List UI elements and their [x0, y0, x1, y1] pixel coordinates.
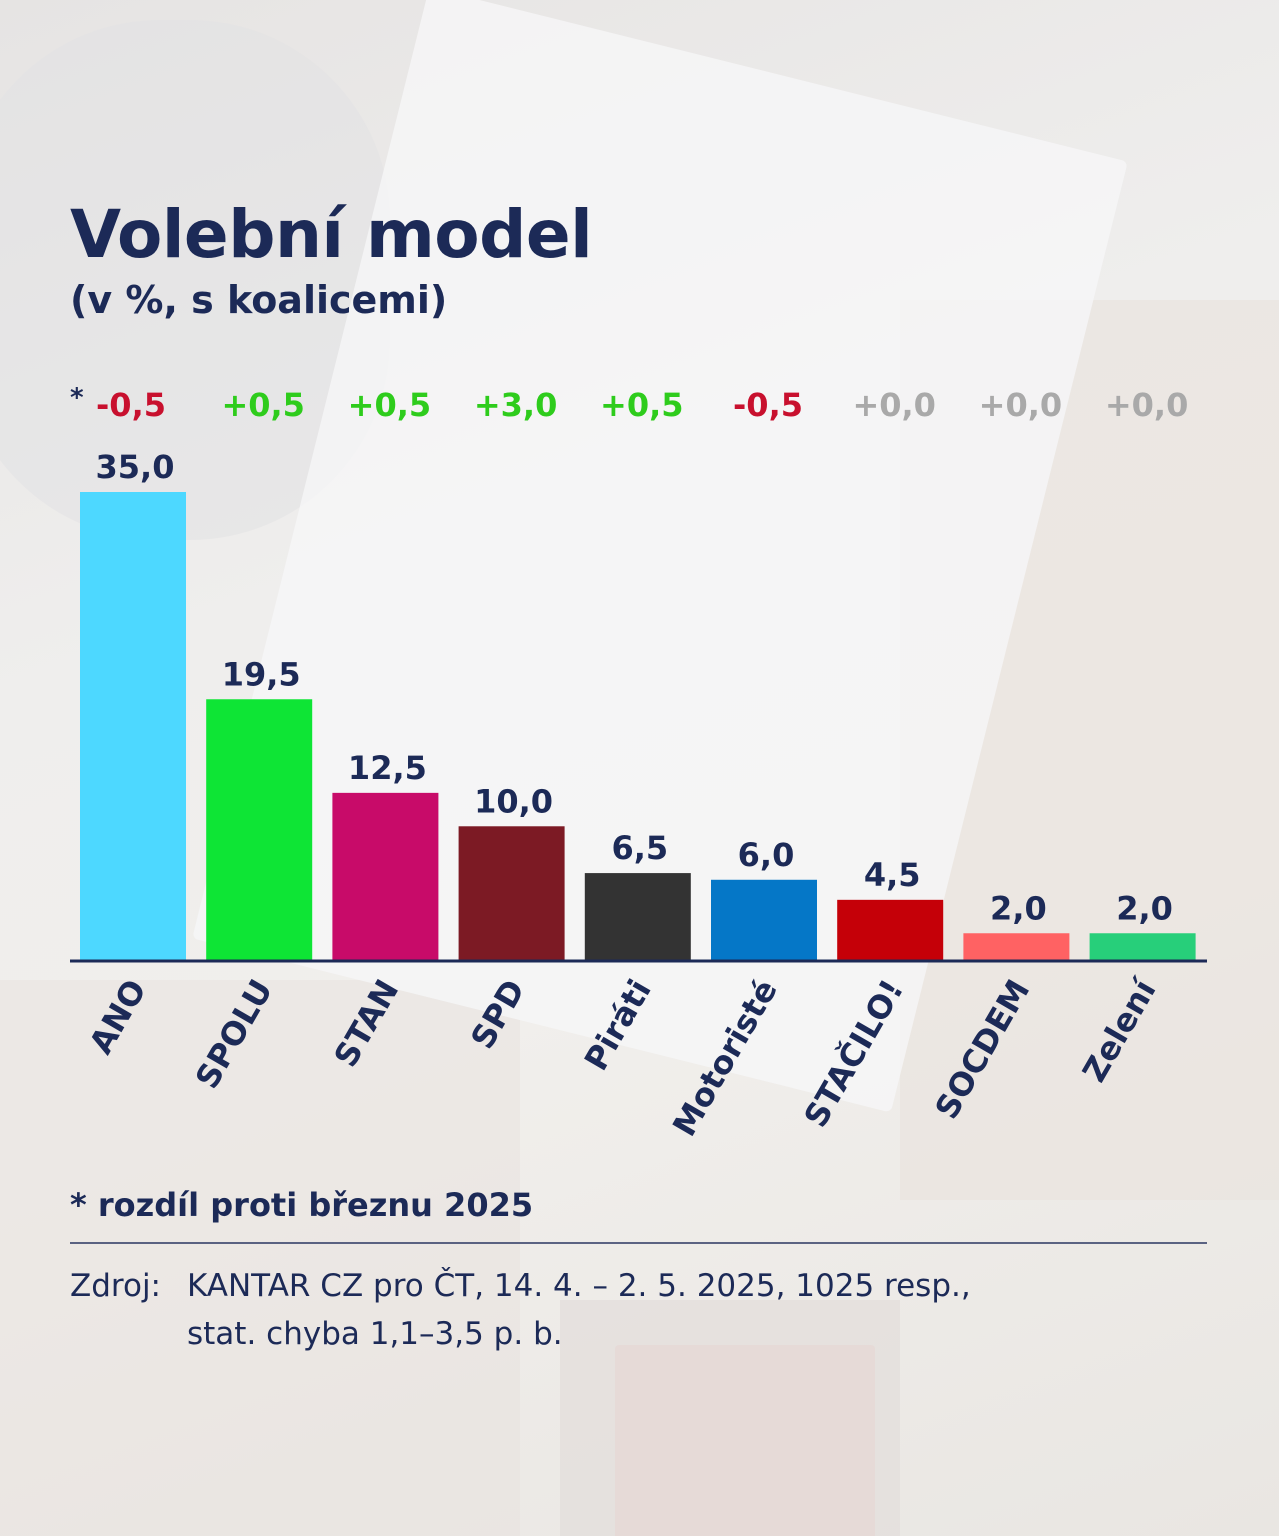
category-label: Zelení — [1075, 971, 1165, 1088]
chart-title: Volební model — [70, 196, 593, 273]
source-line-2: stat. chyba 1,1–3,5 p. b. — [187, 1316, 563, 1352]
change-label: -0,5 — [733, 386, 803, 424]
bar-6 — [711, 879, 817, 960]
value-label: 2,0 — [1116, 889, 1173, 927]
chart-subtitle: (v %, s koalicemi) — [70, 278, 448, 322]
change-label: +0,5 — [348, 386, 432, 424]
bar-1 — [80, 492, 186, 960]
bar-8 — [963, 933, 1070, 960]
category-label: SPD — [463, 973, 532, 1055]
source-line-1: KANTAR CZ pro ČT, 14. 4. – 2. 5. 2025, 1… — [187, 1268, 971, 1304]
category-label: STAČILO! — [796, 972, 912, 1133]
change-label: +0,5 — [600, 386, 684, 424]
change-label: +0,5 — [221, 386, 305, 424]
bar-4 — [458, 826, 565, 960]
value-label: 12,5 — [348, 749, 427, 787]
category-label: Motoristé — [665, 973, 785, 1143]
value-label: 2,0 — [990, 889, 1047, 927]
bar-2 — [206, 699, 313, 960]
value-label: 4,5 — [864, 856, 921, 894]
bar-3 — [332, 792, 439, 960]
value-label: 6,5 — [611, 829, 668, 867]
bar-5 — [584, 873, 691, 960]
value-label: 6,0 — [738, 836, 795, 874]
change-label: +0,0 — [1105, 386, 1189, 424]
bar-chart: * 35,0 -0,5 ANO 19,5 +0,5 SPOLU 12,5 +0,5 STAN 10,… — [70, 383, 1207, 1143]
value-label: 19,5 — [222, 655, 301, 693]
footnote: * rozdíl proti březnu 2025 — [70, 1186, 534, 1224]
source-note: Zdroj: KANTAR CZ pro ČT, 14. 4. – 2. 5. … — [70, 1262, 971, 1358]
category-label: STAN — [326, 973, 406, 1073]
source-label: Zdroj: — [70, 1268, 162, 1304]
change-marker: * — [70, 383, 84, 413]
category-label: Piráti — [577, 973, 659, 1077]
divider — [70, 1242, 1207, 1244]
category-label: SPOLU — [188, 973, 280, 1095]
change-label: +0,0 — [852, 386, 936, 424]
change-label: +0,0 — [979, 386, 1063, 424]
bar-7 — [837, 899, 944, 960]
change-label: -0,5 — [96, 386, 166, 424]
change-label: +3,0 — [474, 386, 558, 424]
category-label: ANO — [82, 973, 154, 1060]
category-label: SOCDEM — [927, 973, 1037, 1125]
value-label: 10,0 — [474, 782, 553, 820]
value-label: 35,0 — [96, 448, 175, 486]
bar-9 — [1089, 933, 1196, 960]
